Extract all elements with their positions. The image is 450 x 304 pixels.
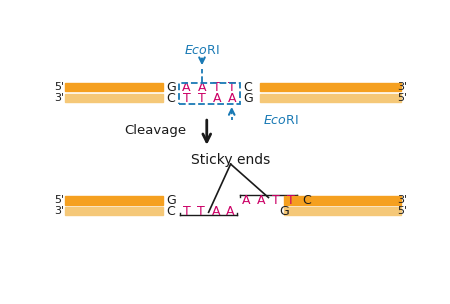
Text: C: C — [166, 92, 175, 105]
Text: T: T — [183, 205, 190, 218]
Text: $\it{Eco}$RI: $\it{Eco}$RI — [263, 114, 298, 127]
Bar — [65, 196, 163, 205]
Text: 3': 3' — [397, 82, 407, 92]
Text: C: C — [302, 194, 311, 207]
Bar — [284, 207, 401, 215]
Text: T: T — [228, 81, 236, 94]
Text: 3': 3' — [54, 206, 64, 216]
Text: A: A — [198, 81, 206, 94]
Bar — [284, 196, 401, 205]
Text: T: T — [198, 205, 205, 218]
Bar — [260, 94, 401, 102]
Text: T: T — [287, 194, 294, 207]
Text: T: T — [198, 92, 206, 105]
Bar — [65, 207, 163, 215]
Text: A: A — [257, 194, 266, 207]
Text: C: C — [166, 205, 175, 218]
Text: 5': 5' — [54, 195, 64, 205]
Bar — [65, 94, 163, 102]
Bar — [179, 83, 240, 104]
Text: A: A — [228, 92, 236, 105]
Text: G: G — [243, 92, 253, 105]
Text: $\it{Eco}$RI: $\it{Eco}$RI — [184, 44, 220, 57]
Text: G: G — [166, 81, 176, 94]
Text: A: A — [182, 81, 191, 94]
Text: G: G — [166, 194, 176, 207]
Text: 3': 3' — [397, 195, 407, 205]
Text: A: A — [226, 205, 235, 218]
Text: C: C — [243, 81, 252, 94]
Text: G: G — [279, 205, 289, 218]
Text: 5': 5' — [397, 93, 407, 103]
Bar — [65, 83, 163, 92]
Text: A: A — [242, 194, 251, 207]
Text: T: T — [183, 92, 190, 105]
Bar — [260, 83, 401, 92]
Text: A: A — [212, 205, 220, 218]
Text: T: T — [272, 194, 279, 207]
Text: A: A — [213, 92, 221, 105]
Text: 5': 5' — [397, 206, 407, 216]
Text: 5': 5' — [54, 82, 64, 92]
Text: T: T — [213, 81, 221, 94]
Text: 3': 3' — [54, 93, 64, 103]
Text: Sticky ends: Sticky ends — [191, 153, 270, 167]
Text: Cleavage: Cleavage — [125, 124, 187, 136]
